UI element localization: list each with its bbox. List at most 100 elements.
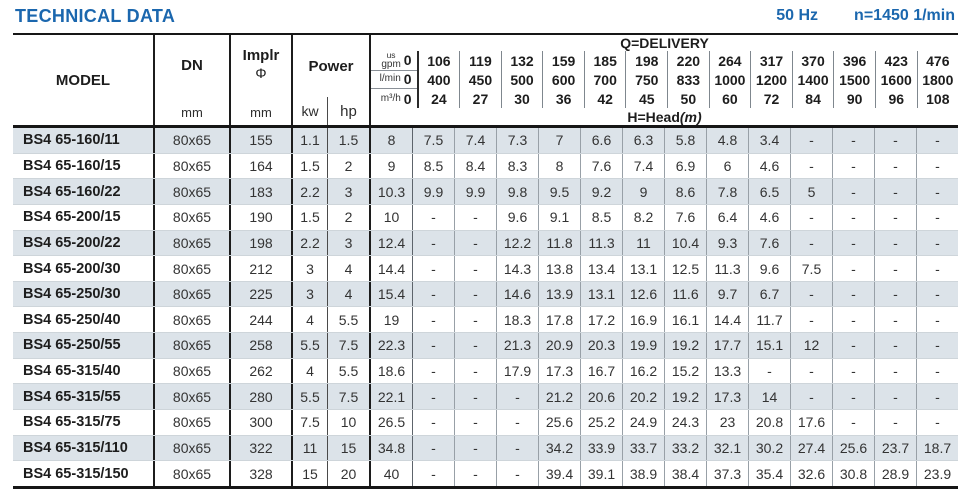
head-value-cell: - — [790, 128, 832, 153]
head-value-cell: - — [454, 333, 496, 358]
head-value-cell: - — [454, 435, 496, 461]
impeller-cell: 155 — [231, 128, 293, 153]
head-value-cell: - — [748, 358, 790, 384]
head-value-cell: 7.6 — [580, 153, 622, 179]
impeller-cell: 183 — [231, 179, 293, 204]
head-value-cell: 13.4 — [580, 256, 622, 281]
delivery-unit-zero-cell: us gpm 0 — [371, 51, 417, 71]
delivery-value-cell: 476 — [916, 51, 959, 71]
delivery-value-cell: 500 — [500, 70, 543, 90]
delivery-value-cell: 1500 — [833, 70, 875, 90]
table-row: BS4 65-160/22 80x65 183 2.2 3 10.3 9.9 9.9 9.8 9.… — [13, 178, 958, 204]
head-value-cell: 13.1 — [580, 281, 622, 307]
kw-cell: 1.1 — [293, 128, 328, 153]
delivery-value-cell: 24 — [416, 89, 460, 108]
head-value-cell: 7.4 — [622, 153, 664, 179]
speed-label: n=1450 1/min — [854, 7, 955, 24]
head-value-cell: 17.6 — [790, 410, 832, 435]
head-value-cell: 17.9 — [496, 358, 538, 384]
kw-cell: 3 — [293, 256, 328, 281]
kw-cell: 11 — [293, 435, 328, 461]
delivery-unit-rows: us gpm 0 106 119 132 159 185 198 220 264 317 370 396 4… — [371, 51, 958, 108]
delivery-value-cell: 159 — [542, 51, 584, 71]
kw-cell: 1.5 — [293, 153, 328, 179]
head-value-cell: 30.2 — [748, 435, 790, 461]
hp-cell: 20 — [328, 461, 371, 486]
head-value-cell: 34.8 — [377, 440, 406, 456]
hp-cell: 15 — [328, 435, 371, 461]
head-value-cell: 6.3 — [622, 128, 664, 153]
hp-cell: 4 — [328, 281, 371, 307]
table-body: BS4 65-160/11 80x65 155 1.1 1.5 8 7.5 7.4 7.3 7 6.… — [13, 128, 958, 486]
delivery-header-section: Q=DELIVERY us gpm 0 106 119 132 159 185 198 220 26… — [371, 35, 958, 125]
delivery-value-cell: 90 — [833, 89, 875, 108]
head-value-cell: - — [412, 461, 454, 486]
head-value-cell: 35.4 — [748, 461, 790, 486]
head-value-cell: - — [454, 204, 496, 230]
head-value-cell: 9.5 — [538, 179, 580, 204]
head-value-cell: - — [874, 204, 916, 230]
table-row: BS4 65-315/55 80x65 280 5.5 7.5 22.1- - -21.2 20… — [13, 383, 958, 410]
head-value-cell: 8.6 — [664, 179, 706, 204]
head-value-cell: - — [832, 179, 874, 204]
head-value-cell: 9.2 — [580, 179, 622, 204]
delivery-value-cell: 132 — [500, 51, 543, 71]
head-value-cell: - — [874, 256, 916, 281]
impeller-cell: 328 — [231, 461, 293, 486]
head-value-cell: - — [916, 384, 958, 410]
head-value-cell: 6.5 — [748, 179, 790, 204]
head-value-cell: 7.8 — [706, 179, 748, 204]
head-value-cell: 27.4 — [790, 435, 832, 461]
model-cell: BS4 65-315/150 — [13, 461, 155, 486]
dn-cell: 80x65 — [155, 230, 231, 256]
page-title: TECHNICAL DATA — [15, 6, 176, 26]
head-value-cell: 12.5 — [664, 256, 706, 281]
power-label: Power — [308, 57, 354, 75]
head-value-cell: - — [412, 333, 454, 358]
table-header: MODEL DN mm Implr Φ mm Power kw hp Q=DEL… — [13, 35, 958, 128]
head-value-cell: - — [874, 358, 916, 384]
head-value-cell: 16.1 — [664, 307, 706, 333]
head-value-cell: - — [874, 128, 916, 153]
head-value-cell: - — [496, 461, 538, 486]
unit-label: m³/h — [380, 92, 401, 104]
head-unit-label: (m) — [679, 108, 702, 125]
table-row: BS4 65-315/150 80x65 328 15 20 40- - -39.4 39.1 3… — [13, 460, 958, 486]
head-value-cell: - — [832, 384, 874, 410]
impeller-cell: 322 — [231, 435, 293, 461]
head-value-cell: 8.5 — [580, 204, 622, 230]
head-value-cell: 14.4 — [377, 260, 406, 277]
model-cell: BS4 65-160/11 — [13, 128, 155, 153]
table-row: BS4 65-160/15 80x65 164 1.5 2 9 8.5 8.4 8.3 8 7.6 7… — [13, 152, 958, 179]
head-value-cell: 28.9 — [874, 461, 916, 486]
delivery-unit-zero-cell: m³/h 0 — [380, 90, 412, 107]
head-value-cell: - — [496, 435, 538, 461]
head-value-cell: 8.2 — [622, 204, 664, 230]
head-value-cell: 33.9 — [580, 435, 622, 461]
head-value-cell: 5 — [790, 179, 832, 204]
head-value-cell: 11.8 — [538, 230, 580, 256]
head-value-cell: 38.9 — [622, 461, 664, 486]
column-header-impeller: Implr Φ mm — [231, 35, 293, 125]
head-value-cell: - — [874, 307, 916, 333]
delivery-value-cell: 198 — [625, 51, 667, 71]
head-value-cell: 9.7 — [706, 281, 748, 307]
head-value-cell: - — [412, 204, 454, 230]
head-value-cell: 33.7 — [622, 435, 664, 461]
impeller-cell: 190 — [231, 204, 293, 230]
head-value-cell: - — [412, 281, 454, 307]
head-value-cell: - — [832, 358, 874, 384]
head-value-cell: 7.4 — [454, 128, 496, 153]
head-value-cell: 38.4 — [664, 461, 706, 486]
head-value-cell: - — [916, 153, 958, 179]
delivery-unit-zero-cell: l/min 0 — [371, 71, 417, 90]
head-value-cell: 7.6 — [748, 230, 790, 256]
head-value-cell: 7.5 — [412, 128, 454, 153]
impeller-cell: 212 — [231, 256, 293, 281]
head-value-cell: 11.7 — [748, 307, 790, 333]
head-value-cell: - — [874, 230, 916, 256]
head-value-cell: 15.2 — [664, 358, 706, 384]
model-cell: BS4 65-250/40 — [13, 307, 155, 333]
head-value-cell: 9 — [387, 157, 396, 174]
head-value-cell: - — [496, 410, 538, 435]
